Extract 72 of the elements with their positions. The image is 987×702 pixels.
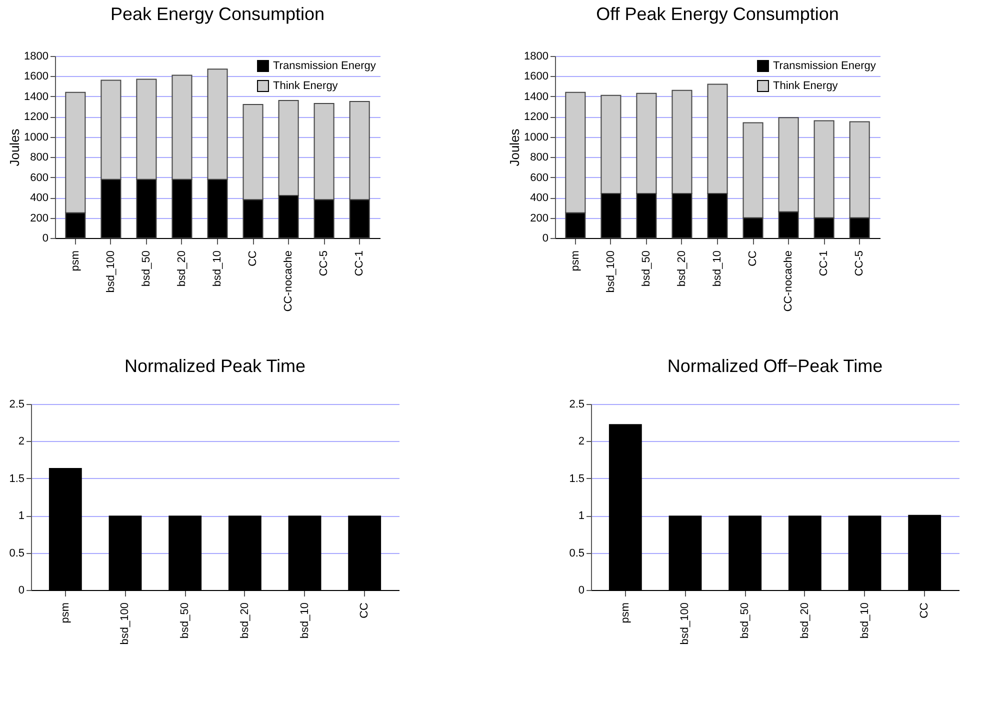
- y-tick-label: 0: [542, 232, 548, 244]
- legend-label: Think Energy: [273, 80, 338, 92]
- legend-label: Transmission Energy: [273, 60, 376, 72]
- x-tick-label: bsd_20: [676, 250, 688, 287]
- x-tick-label: bsd_10: [712, 250, 724, 287]
- x-tick-label: psm: [569, 250, 582, 272]
- y-tick-label: 1600: [524, 70, 548, 83]
- y-tick-label: 1400: [524, 90, 548, 103]
- x-tick-label: CC: [918, 602, 931, 618]
- x-tick-label: CC-1: [354, 250, 366, 276]
- y-tick-label: 0.5: [569, 547, 584, 560]
- y-tick-label: 1600: [24, 70, 48, 83]
- y-tick-label: 1400: [24, 90, 48, 103]
- chart-title: Off Peak Energy Consumption: [596, 4, 839, 24]
- x-tick-label: bsd_20: [238, 602, 251, 639]
- y-tick-label: 1000: [24, 131, 48, 144]
- y-tick-label: 600: [530, 172, 548, 184]
- y-axis-title: Joules: [507, 128, 522, 166]
- y-tick-label: 600: [30, 172, 48, 184]
- x-tick-label: CC: [247, 250, 260, 266]
- legend-label: Transmission Energy: [773, 60, 876, 72]
- x-tick-label: bsd_10: [212, 250, 224, 287]
- chart-title: Normalized Peak Time: [124, 356, 306, 376]
- y-tick-label: 400: [30, 192, 48, 204]
- y-tick-label: 200: [530, 212, 548, 224]
- legend-label: Think Energy: [773, 80, 838, 92]
- y-tick-label: 2.5: [9, 398, 24, 410]
- x-tick-label: bsd_50: [739, 602, 752, 639]
- y-tick-label: 0: [42, 232, 48, 244]
- x-tick-label: bsd_10: [858, 602, 871, 639]
- y-tick-label: 1000: [524, 131, 548, 144]
- y-tick-label: 200: [30, 212, 48, 224]
- y-tick-label: 800: [30, 152, 48, 164]
- y-tick-label: 1800: [524, 50, 548, 62]
- y-tick-label: 0.5: [9, 547, 24, 560]
- chart-title: Peak Energy Consumption: [110, 4, 325, 24]
- y-tick-label: 1.5: [9, 472, 24, 485]
- x-tick-label: bsd_20: [798, 602, 811, 639]
- x-tick-label: bsd_100: [604, 250, 617, 293]
- x-tick-label: psm: [59, 602, 72, 624]
- x-tick-label: psm: [69, 250, 82, 272]
- x-tick-label: bsd_20: [176, 250, 188, 287]
- y-tick-label: 0: [18, 584, 24, 596]
- x-tick-label: CC-1: [818, 250, 830, 276]
- y-tick-label: 800: [530, 152, 548, 164]
- x-tick-label: CC-nocache: [782, 250, 795, 312]
- x-tick-label: bsd_50: [640, 250, 652, 287]
- x-tick-label: bsd_50: [179, 602, 192, 639]
- y-tick-label: 2: [18, 436, 24, 448]
- y-tick-label: 1800: [24, 50, 48, 62]
- x-tick-label: CC: [747, 250, 760, 266]
- x-tick-label: CC-5: [318, 250, 330, 276]
- x-tick-label: CC: [358, 602, 371, 618]
- y-tick-label: 1: [578, 510, 584, 522]
- y-tick-label: 1200: [524, 111, 548, 124]
- x-tick-label: bsd_10: [298, 602, 311, 639]
- y-tick-label: 1200: [24, 111, 48, 124]
- y-tick-label: 2: [578, 436, 584, 448]
- x-tick-label: bsd_100: [104, 250, 117, 293]
- x-tick-label: CC-nocache: [282, 250, 295, 312]
- y-axis-title: Joules: [7, 128, 22, 166]
- y-tick-label: 400: [530, 192, 548, 204]
- y-tick-label: 2.5: [569, 398, 584, 410]
- y-tick-label: 0: [578, 584, 584, 596]
- y-tick-label: 1.5: [569, 472, 584, 485]
- x-tick-label: bsd_100: [679, 602, 692, 645]
- y-tick-label: 1: [18, 510, 24, 522]
- x-tick-label: psm: [619, 602, 632, 624]
- x-tick-label: bsd_100: [119, 602, 132, 645]
- x-tick-label: CC-5: [854, 250, 866, 276]
- x-tick-label: bsd_50: [140, 250, 152, 287]
- chart-title: Normalized Off−Peak Time: [667, 356, 883, 376]
